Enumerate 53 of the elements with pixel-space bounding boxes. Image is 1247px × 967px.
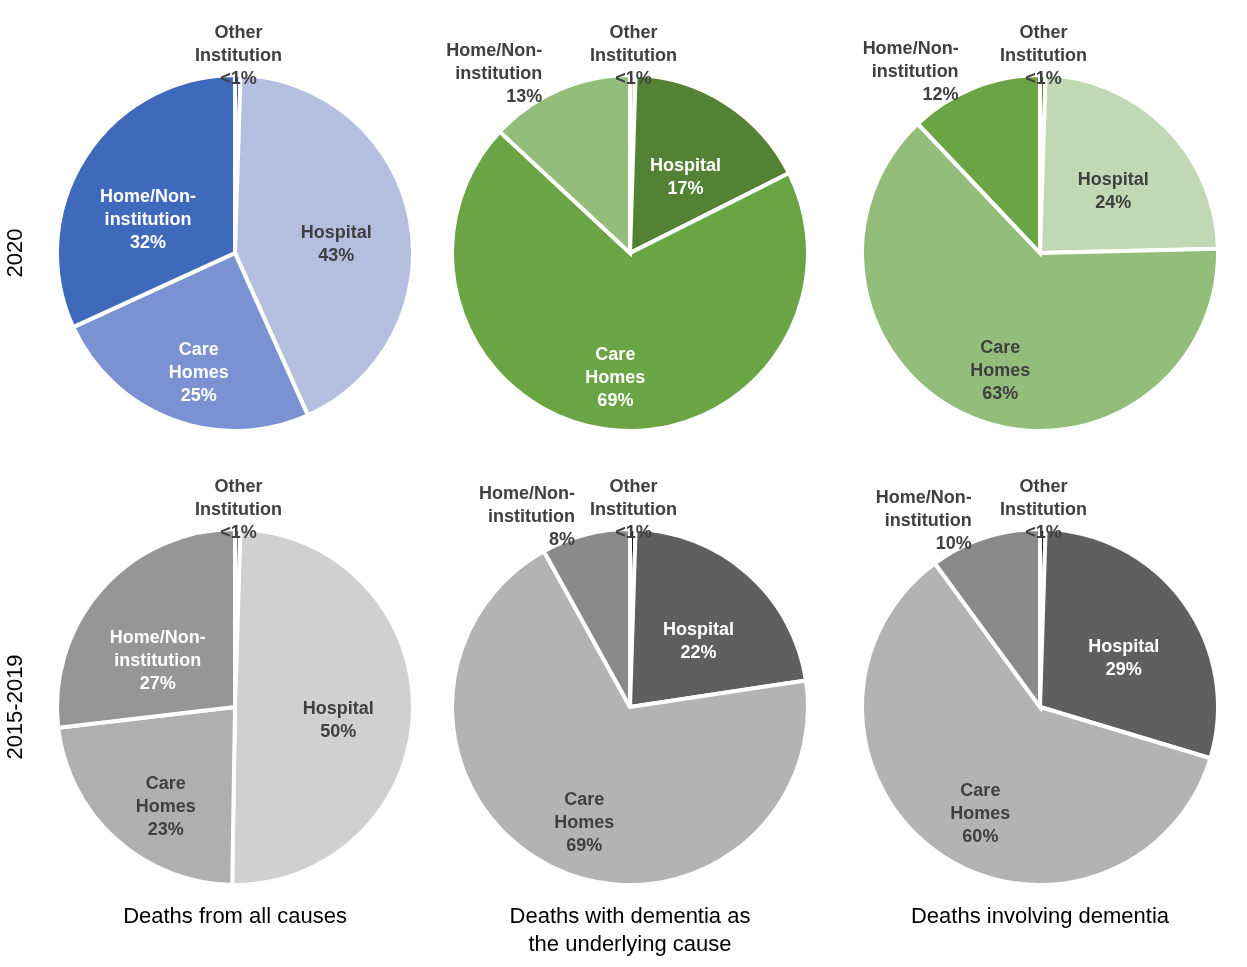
data-label: 13% bbox=[506, 86, 543, 107]
data-label: 25% bbox=[180, 384, 217, 405]
slice-label: Care Homes bbox=[585, 344, 646, 388]
slice-label: Hospital bbox=[650, 154, 722, 175]
slice-label: Care Homes bbox=[970, 337, 1031, 381]
data-label: 69% bbox=[597, 390, 634, 411]
data-label: <1% bbox=[220, 522, 257, 543]
data-label: 29% bbox=[1105, 658, 1142, 679]
slice-label: Care Homes bbox=[554, 788, 615, 832]
slice-label: Home/Non-institution bbox=[100, 186, 197, 230]
slice-label: Hospital bbox=[300, 221, 372, 242]
data-label: <1% bbox=[615, 522, 652, 543]
data-label: 43% bbox=[318, 244, 355, 265]
data-label: <1% bbox=[615, 68, 652, 89]
data-label: 8% bbox=[549, 528, 576, 549]
slice-label: Home/Non-institution bbox=[446, 40, 543, 84]
text: Deaths with dementia as the underlying cause bbox=[509, 903, 751, 956]
slice-label: Other Institution bbox=[589, 476, 677, 520]
slice-label: Other Institution bbox=[194, 22, 282, 66]
text: 2020 bbox=[2, 228, 27, 278]
text: 2015-2019 bbox=[2, 654, 27, 760]
data-label: 63% bbox=[982, 383, 1019, 404]
slice-label: Home/Non-institution bbox=[479, 482, 576, 526]
slice-label: Other Institution bbox=[589, 22, 677, 66]
data-label: 27% bbox=[139, 673, 176, 694]
slice-label: Hospital bbox=[1088, 635, 1160, 656]
slice-label: Home/Non-institution bbox=[862, 37, 959, 81]
slice-label: Other Institution bbox=[194, 476, 282, 520]
slice-label: Care Homes bbox=[950, 780, 1011, 824]
slice-label: Hospital bbox=[1077, 169, 1149, 190]
text: Deaths from all causes bbox=[123, 903, 347, 928]
slice-label: Home/Non-institution bbox=[875, 486, 972, 530]
data-label: 50% bbox=[320, 721, 357, 742]
data-label: 10% bbox=[935, 532, 972, 553]
slice-label: Other Institution bbox=[999, 22, 1087, 66]
slice-label: Home/Non-institution bbox=[109, 627, 206, 671]
data-label: <1% bbox=[1025, 68, 1062, 89]
slice-label: Other Institution bbox=[999, 476, 1087, 520]
data-label: 69% bbox=[566, 834, 603, 855]
slice-label: Hospital bbox=[302, 698, 374, 719]
data-label: 60% bbox=[962, 826, 999, 847]
data-label: 22% bbox=[680, 641, 717, 662]
slice-label: Care Homes bbox=[168, 338, 229, 382]
slice-label: Hospital bbox=[663, 618, 735, 639]
data-label: <1% bbox=[1025, 522, 1062, 543]
slice-label: Care Homes bbox=[135, 772, 196, 816]
data-label: <1% bbox=[220, 68, 257, 89]
data-label: 17% bbox=[667, 177, 704, 198]
text: Deaths involving dementia bbox=[910, 903, 1170, 928]
data-label: 23% bbox=[147, 818, 184, 839]
data-label: 24% bbox=[1095, 192, 1132, 213]
data-label: 32% bbox=[130, 232, 167, 253]
data-label: 12% bbox=[922, 83, 959, 104]
